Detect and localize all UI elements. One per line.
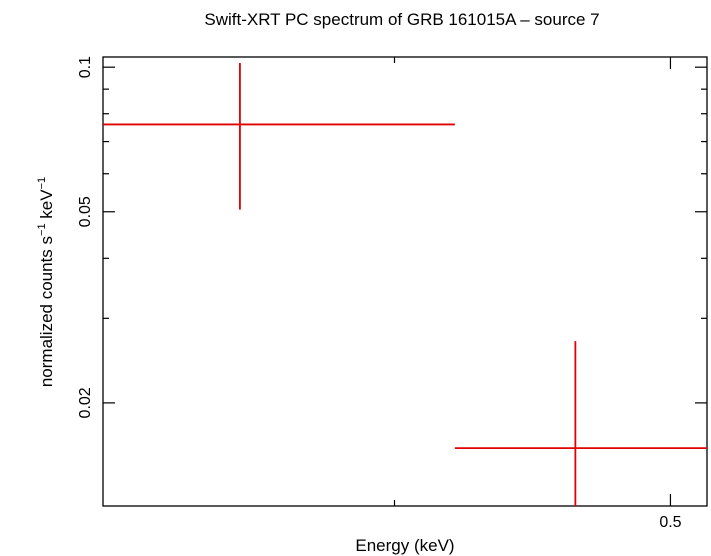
data-points <box>103 63 707 506</box>
y-axis-label-mid: keV <box>37 189 56 224</box>
x-axis-label: Energy (keV) <box>355 536 454 555</box>
plot-frame <box>102 56 708 507</box>
y-axis-label: normalized counts s−1 keV−1 <box>36 177 56 387</box>
y-axis-label-main: normalized counts s <box>37 236 56 387</box>
y-tick-label: 0.05 <box>77 196 94 227</box>
y-tick-label: 0.02 <box>77 387 94 418</box>
y-tick-label: 0.1 <box>77 56 94 78</box>
y-axis-label-exp-2: −1 <box>36 177 48 190</box>
data-point-2 <box>454 341 707 506</box>
x-tick-label: 0.5 <box>659 514 681 531</box>
axis-ticks: 0.5 0.1 0.05 0.02 <box>77 56 707 531</box>
y-axis-label-exp-1: −1 <box>36 223 48 236</box>
data-point-1 <box>103 63 455 210</box>
chart-title: Swift-XRT PC spectrum of GRB 161015A – s… <box>204 10 599 29</box>
